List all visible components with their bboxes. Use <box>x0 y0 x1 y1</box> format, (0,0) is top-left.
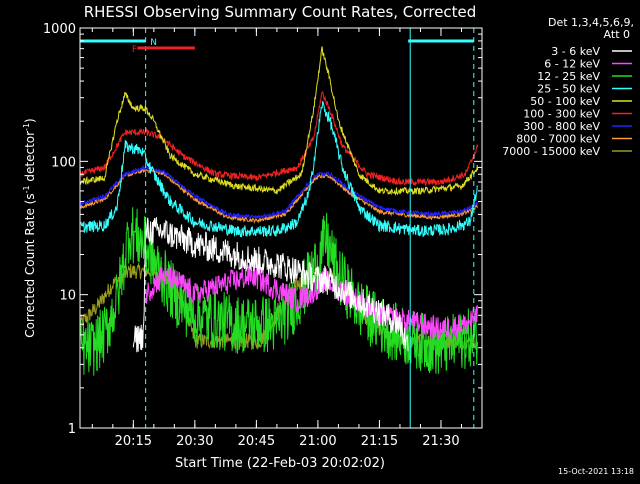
y-axis-label-exp: -1 <box>22 123 31 131</box>
legend-label: 800 - 7000 keV <box>516 133 600 146</box>
series-50to100kev <box>79 46 479 197</box>
chart-title: RHESSI Observing Summary Count Rates, Co… <box>84 3 477 21</box>
x-tick-label: 20:30 <box>176 434 213 449</box>
y-axis-label-part: detector <box>23 131 37 186</box>
legend-label: 7000 - 15000 keV <box>502 145 600 158</box>
y-tick-label: 100 <box>51 155 76 170</box>
x-tick-label: 20:15 <box>115 434 152 449</box>
legend-label: 25 - 50 keV <box>537 83 600 96</box>
series-300to800kev <box>79 164 479 220</box>
axes-layer: 1 10 100 1000 20:15 20:30 20:45 21:00 21:15 21:30 <box>43 22 483 449</box>
legend-header-attenuator: Att 0 <box>604 28 630 41</box>
x-axis-label: Start Time (22-Feb-03 20:02:02) <box>175 456 385 471</box>
legend-label: 6 - 12 keV <box>544 58 600 71</box>
legend-label: 12 - 25 keV <box>537 70 600 83</box>
legend-header-detectors: Det 1,3,4,5,6,9, <box>548 16 634 29</box>
x-tick-label: 21:30 <box>422 434 459 449</box>
y-tick-label: 1000 <box>43 22 76 37</box>
y-axis-label-part: ) <box>23 118 37 123</box>
series-100to300kev <box>79 90 479 187</box>
series-3to6kev <box>132 217 409 353</box>
flag-label: F <box>132 45 137 55</box>
y-tick-label: 10 <box>59 289 76 304</box>
legend-label: 300 - 800 keV <box>523 120 600 133</box>
legend-label: 3 - 6 keV <box>551 45 600 58</box>
plot-frame <box>79 27 483 429</box>
series-layer <box>79 46 479 376</box>
y-axis-label: Corrected Count Rate (s-1 detector-1) <box>22 118 37 337</box>
x-tick-label: 21:00 <box>299 434 336 449</box>
footer-timestamp: 15-Oct-2021 13:18 <box>558 467 634 476</box>
y-tick-label: 1 <box>68 422 76 437</box>
series-12to25kev <box>79 207 479 376</box>
flag-label: N <box>150 38 157 48</box>
legend-label: 50 - 100 keV <box>530 95 600 108</box>
x-tick-label: 20:45 <box>238 434 275 449</box>
series-25to50kev <box>79 100 479 238</box>
x-tick-label: 21:15 <box>361 434 398 449</box>
y-axis-label-exp: -1 <box>22 185 31 193</box>
legend-label: 100 - 300 keV <box>523 108 600 121</box>
y-axis-label-part: Corrected Count Rate (s <box>23 193 37 337</box>
